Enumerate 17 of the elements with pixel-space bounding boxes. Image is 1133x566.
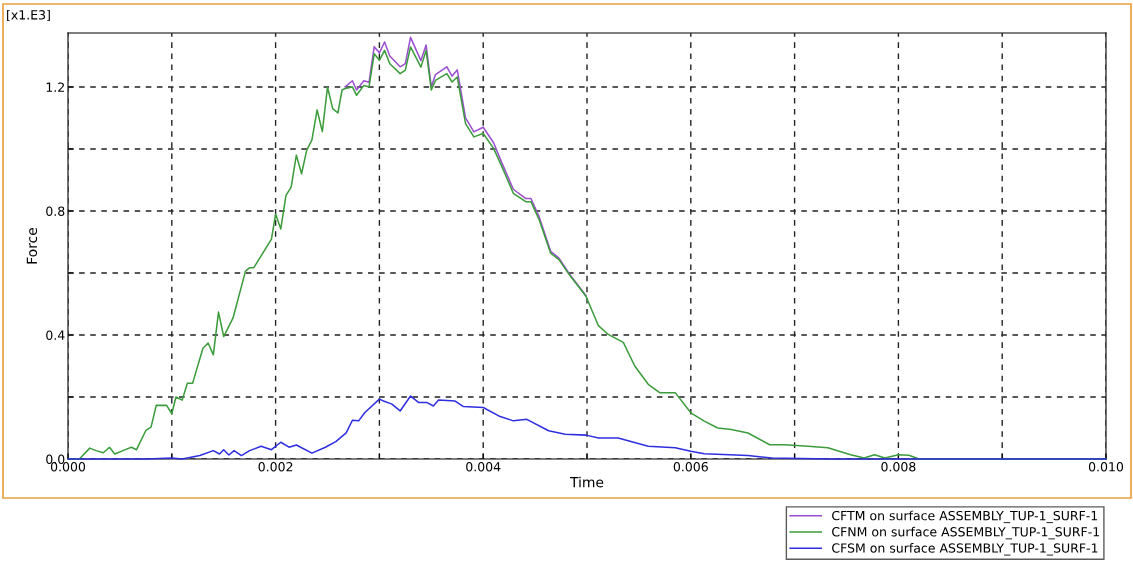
y-tick-label: 0.8 xyxy=(46,206,65,216)
legend-label: CFSM on surface ASSEMBLY_TUP-1_SURF-1 xyxy=(832,543,1098,556)
y-tick-label: 1.2 xyxy=(46,82,64,92)
y-tick-label: 0.4 xyxy=(46,330,65,340)
legend-label: CFTM on surface ASSEMBLY_TUP-1_SURF-1 xyxy=(832,510,1098,524)
x-tick-label: 0.004 xyxy=(466,462,501,472)
x-tick-label: 0.008 xyxy=(881,462,916,472)
x-tick-label: 0.010 xyxy=(1088,462,1124,472)
x-tick-label: 0.006 xyxy=(673,462,708,472)
x-tick-label: 0.002 xyxy=(258,462,293,472)
text: [x1.E3] xyxy=(7,9,50,22)
legend-label: CFNM on surface ASSEMBLY_TUP-1_SURF-1 xyxy=(832,526,1099,540)
y-tick-label: 0.0 xyxy=(46,454,65,464)
x-tick-label: 0.000 xyxy=(50,462,86,472)
line-series xyxy=(344,36,587,297)
y-axis-title: Force xyxy=(26,227,38,264)
x-axis-title: Time xyxy=(569,476,604,488)
